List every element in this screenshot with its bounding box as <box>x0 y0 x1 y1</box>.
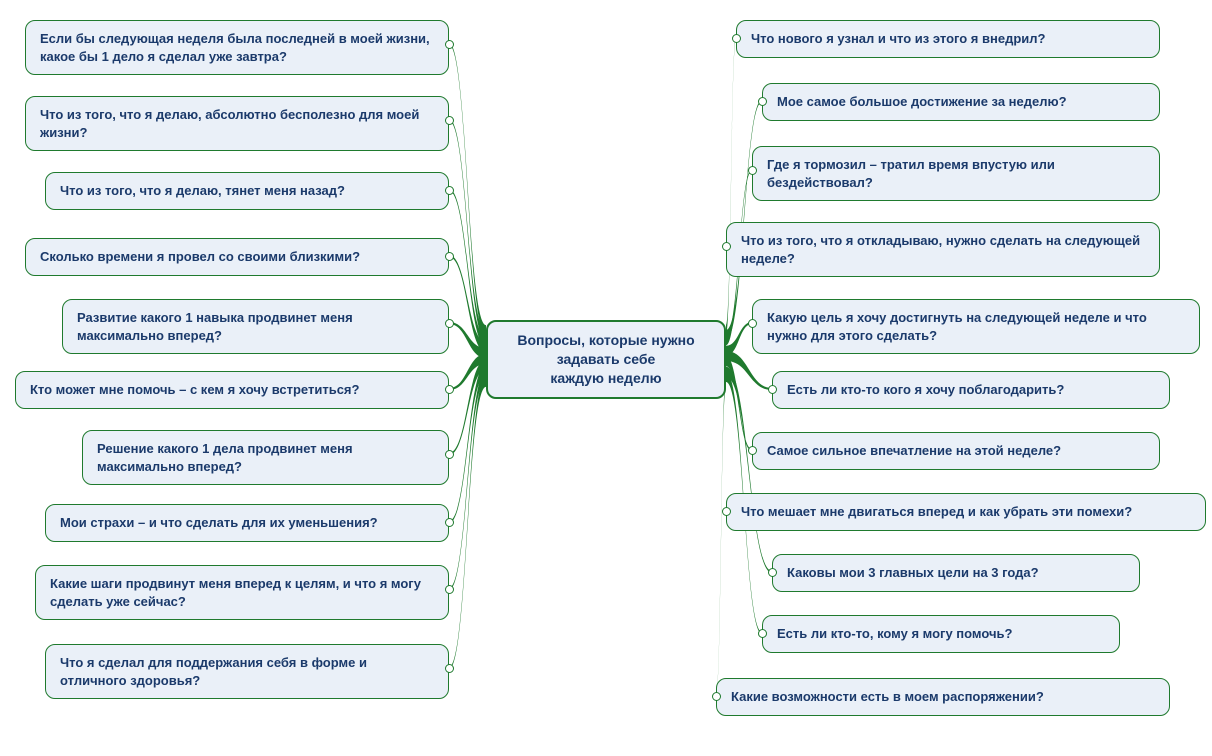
branch-node-L2: Что из того, что я делаю, абсолютно бесп… <box>25 96 449 151</box>
port-L5 <box>445 319 454 328</box>
edge-R11 <box>716 377 726 697</box>
edge-L4 <box>449 255 486 352</box>
branch-node-label: Есть ли кто-то кого я хочу поблагодарить… <box>787 382 1064 397</box>
branch-node-label: Самое сильное впечатление на этой неделе… <box>767 443 1061 458</box>
port-L8 <box>445 518 454 527</box>
port-L7 <box>445 450 454 459</box>
port-R5 <box>748 319 757 328</box>
branch-node-L8: Мои страхи – и что сделать для их уменьш… <box>45 504 449 542</box>
edge-R1 <box>726 37 736 335</box>
branch-node-label: Какую цель я хочу достигнуть на следующе… <box>767 310 1147 343</box>
branch-node-L9: Какие шаги продвинут меня вперед к целям… <box>35 565 449 620</box>
branch-node-label: Мои страхи – и что сделать для их уменьш… <box>60 515 378 530</box>
branch-node-label: Где я тормозил – тратил время впустую ил… <box>767 157 1055 190</box>
branch-node-label: Что из того, что я делаю, тянет меня наз… <box>60 183 345 198</box>
branch-node-label: Что из того, что я делаю, абсолютно бесп… <box>40 107 419 140</box>
branch-node-L7: Решение какого 1 дела продвинет меня мак… <box>82 430 449 485</box>
edge-L7 <box>449 360 486 455</box>
branch-node-label: Сколько времени я провел со своими близк… <box>40 249 360 264</box>
branch-node-L4: Сколько времени я провел со своими близк… <box>25 238 449 276</box>
edge-R9 <box>726 367 772 573</box>
branch-node-label: Что из того, что я откладываю, нужно сде… <box>741 233 1140 266</box>
port-L3 <box>445 186 454 195</box>
edge-R5 <box>726 322 752 356</box>
edge-L3 <box>449 189 486 347</box>
edge-L10 <box>449 377 486 669</box>
branch-node-label: Что нового я узнал и что из этого я внед… <box>751 31 1045 46</box>
mindmap-canvas: Вопросы, которые нужнозадавать себекажду… <box>0 0 1212 756</box>
port-R7 <box>748 446 757 455</box>
branch-node-R9: Каковы мои 3 главных цели на 3 года? <box>772 554 1140 592</box>
branch-node-label: Каковы мои 3 главных цели на 3 года? <box>787 565 1039 580</box>
branch-node-label: Какие возможности есть в моем распоряжен… <box>731 689 1044 704</box>
branch-node-R11: Какие возможности есть в моем распоряжен… <box>716 678 1170 716</box>
branch-node-label: Есть ли кто-то, кому я могу помочь? <box>777 626 1012 641</box>
port-R11 <box>712 692 721 701</box>
branch-node-label: Что мешает мне двигаться вперед и как уб… <box>741 504 1132 519</box>
center-node-label: Вопросы, которые нужнозадавать себекажду… <box>517 332 694 386</box>
branch-node-R8: Что мешает мне двигаться вперед и как уб… <box>726 493 1206 531</box>
port-R10 <box>758 629 767 638</box>
branch-node-R7: Самое сильное впечатление на этой неделе… <box>752 432 1160 470</box>
edge-L6 <box>449 354 486 390</box>
port-R9 <box>768 568 777 577</box>
edge-R6 <box>726 351 772 390</box>
branch-node-R1: Что нового я узнал и что из этого я внед… <box>736 20 1160 58</box>
branch-node-label: Развитие какого 1 навыка продвинет меня … <box>77 310 353 343</box>
port-L10 <box>445 664 454 673</box>
branch-node-R3: Где я тормозил – тратил время впустую ил… <box>752 146 1160 201</box>
port-L4 <box>445 252 454 261</box>
branch-node-L3: Что из того, что я делаю, тянет меня наз… <box>45 172 449 210</box>
port-L9 <box>445 585 454 594</box>
branch-node-label: Что я сделал для поддержания себя в форм… <box>60 655 367 688</box>
port-R2 <box>758 97 767 106</box>
port-L2 <box>445 116 454 125</box>
edge-L5 <box>449 322 486 358</box>
edge-L1 <box>449 43 486 335</box>
branch-node-L1: Если бы следующая неделя была последней … <box>25 20 449 75</box>
edge-R7 <box>726 356 752 451</box>
port-R1 <box>732 34 741 43</box>
edge-L9 <box>449 371 486 590</box>
port-L6 <box>445 385 454 394</box>
branch-node-L5: Развитие какого 1 навыка продвинет меня … <box>62 299 449 354</box>
port-R3 <box>748 166 757 175</box>
center-node: Вопросы, которые нужнозадавать себекажду… <box>486 320 726 399</box>
branch-node-L6: Кто может мне помочь – с кем я хочу встр… <box>15 371 449 409</box>
branch-node-label: Какие шаги продвинут меня вперед к целям… <box>50 576 421 609</box>
port-L1 <box>445 40 454 49</box>
branch-node-R10: Есть ли кто-то, кому я могу помочь? <box>762 615 1120 653</box>
branch-node-label: Если бы следующая неделя была последней … <box>40 31 430 64</box>
port-R8 <box>722 507 731 516</box>
edge-L8 <box>449 365 486 523</box>
branch-node-label: Кто может мне помочь – с кем я хочу встр… <box>30 382 359 397</box>
edge-L2 <box>449 119 486 341</box>
branch-node-L10: Что я сделал для поддержания себя в форм… <box>45 644 449 699</box>
port-R6 <box>768 385 777 394</box>
branch-node-label: Решение какого 1 дела продвинет меня мак… <box>97 441 353 474</box>
branch-node-R6: Есть ли кто-то кого я хочу поблагодарить… <box>772 371 1170 409</box>
branch-node-label: Мое самое большое достижение за неделю? <box>777 94 1067 109</box>
branch-node-R5: Какую цель я хочу достигнуть на следующе… <box>752 299 1200 354</box>
branch-node-R4: Что из того, что я откладываю, нужно сде… <box>726 222 1160 277</box>
port-R4 <box>722 242 731 251</box>
branch-node-R2: Мое самое большое достижение за неделю? <box>762 83 1160 121</box>
